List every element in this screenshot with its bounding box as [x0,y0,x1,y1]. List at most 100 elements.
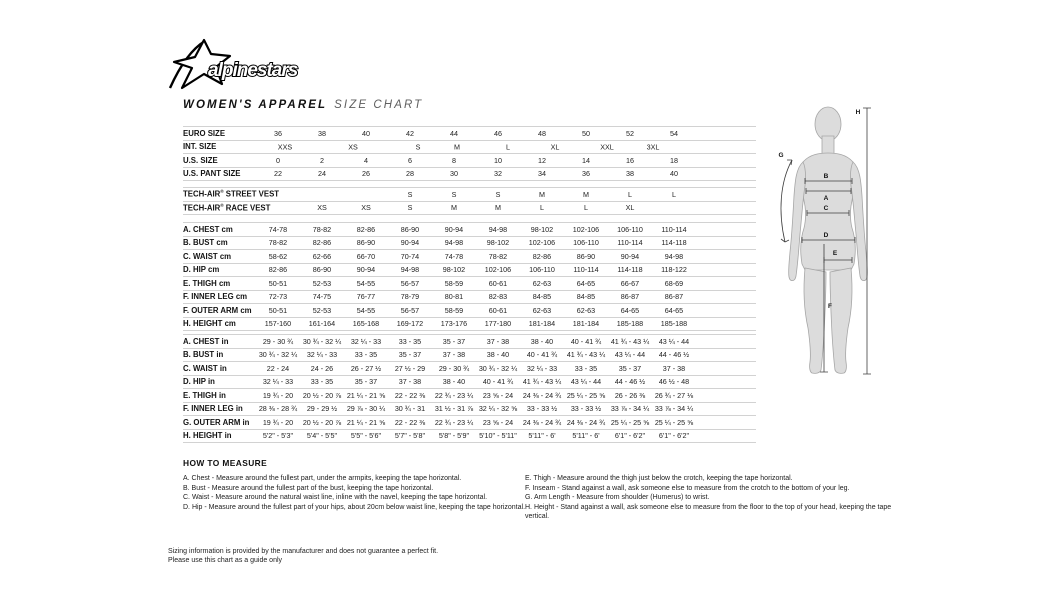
size-cell: M [495,203,501,213]
size-cell: 12 [538,155,546,165]
size-cell: 84-85 [576,292,596,302]
how-to-measure-left-column: A. Chest - Measure around the fullest pa… [183,474,543,512]
size-cell: 8 [452,155,456,165]
size-cell: 72-73 [268,292,288,302]
size-cell: M [454,142,460,152]
table-row: B. BUST in 30 ¾ - 32 ¼ 32 ¼ - 33 33 - 35 35 … [183,347,756,362]
size-cell: 161-164 [308,319,336,329]
size-cell: 26 - 26 ⅜ [614,390,646,400]
size-cell: 106-110 [529,265,555,275]
size-cell: 24 ⅜ - 24 ¾ [522,417,562,427]
size-cell: 4 [364,155,368,165]
measure-labels: B A C D E F G H [778,109,860,310]
table-row: F. INNER LEG cm 72-73 74-75 76-77 78-79 80-81… [183,289,756,304]
size-cell: 30 ¾ - 32 ¼ [478,363,518,373]
disclaimer-line: Sizing information is provided by the ma… [168,548,439,555]
size-cell: 46 ½ - 48 [658,377,690,387]
table-row: C. WAIST cm 58-62 62-66 66-70 70-74 74-78 78-8… [183,249,756,263]
table-row: TECH-AIR® STREET VEST S S S M M L L [183,187,756,201]
size-cell: 27 ½ - 29 [394,363,426,373]
size-cell: 74-75 [312,292,332,302]
size-cell: 78-82 [312,224,332,234]
size-cell: 181-184 [572,319,600,329]
size-cell: 29 - 30 ¾ [438,363,470,373]
size-cell: 36 [274,128,282,138]
size-cell: L [628,189,632,199]
size-cell: XS [317,203,327,213]
size-cell: 114-118 [617,265,643,275]
size-cell: 32 [494,169,502,179]
size-cell: 38 - 40 [486,350,510,360]
row-label: F. INNER LEG cm [183,292,248,302]
size-cell: 84-85 [532,292,552,302]
measure-label-a: A [824,195,829,202]
size-cell: 56-57 [400,278,420,288]
size-cell: 30 ¾ - 32 ¼ [258,350,298,360]
row-label: B. BUST cm [183,238,228,248]
how-to-measure-heading: HOW TO MEASURE [183,458,268,468]
table-row: A. CHEST in 29 - 30 ¾ 30 ¾ - 32 ¼ 32 ¼ - 33… [183,334,756,348]
size-cell: 64-65 [664,305,684,315]
size-cell: 14 [582,155,590,165]
table-row: H. HEIGHT in 5'2" - 5'3" 5'4" - 5'5" 5'5" -… [183,428,756,443]
size-cell: 43 ¼ - 44 [658,336,690,346]
size-cell: 18 [670,155,678,165]
size-cell: 20 ½ - 20 ⅞ [302,390,342,400]
hip-measure-line [801,237,856,243]
table-row: TECH-AIR® RACE VEST XS XS S M M L L XL [183,200,756,215]
size-cell: 5'11" - 6' [572,431,600,441]
size-cell: 185-188 [660,319,688,329]
size-cell: 102-106 [572,224,600,234]
size-cell: 50-51 [268,278,288,288]
size-cell: 68-69 [664,278,684,288]
size-cell: 42 [406,128,414,138]
size-cell: 98-102 [486,238,510,248]
size-cell: 86-87 [664,292,684,302]
size-cell: 165-168 [352,319,380,329]
row-label: E. THIGH cm [183,278,231,288]
size-cell: 177-180 [484,319,512,329]
size-table-header-group: EURO SIZE 36 38 40 42 44 46 48 50 52 54 INT. SIZE XX… [183,126,756,181]
size-cell: 38 - 40 [530,336,554,346]
size-cell: 19 ¾ - 20 [262,417,294,427]
size-cell: 33 ⅞ - 34 ¼ [654,404,694,414]
measure-instruction: H. Height - Stand against a wall, ask so… [525,503,892,521]
size-cell: 3XL [646,142,660,152]
size-cell: 78-82 [268,238,288,248]
measure-instruction: F. Inseam - Stand against a wall, ask so… [525,484,850,492]
size-cell: 2 [320,155,324,165]
size-cell: 22 ¾ - 23 ¼ [434,390,474,400]
size-cell: 40 - 41 ¾ [526,350,558,360]
size-cell: 40 [362,128,370,138]
size-cell: 90-94 [444,224,464,234]
size-cell: 90-94 [356,265,376,275]
size-cell: XL [550,142,560,152]
table-row: U.S. SIZE 0 2 4 6 8 10 12 14 16 18 [183,153,756,167]
logo-wordmark: alpinestars [208,60,298,81]
page-title-sub: SIZE CHART [334,99,424,111]
size-cell: 94-98 [488,224,508,234]
size-cell: 78-82 [488,251,508,261]
size-cell: 19 ¾ - 20 [262,390,294,400]
size-cell: 86-90 [312,265,332,275]
size-cell: 33 - 33 ½ [526,404,558,414]
size-cell: L [506,142,510,152]
measure-label-b: B [824,173,829,180]
table-row: F. OUTER ARM cm 50-51 52-53 54-55 56-57 58-59… [183,303,756,317]
size-cell: 24 - 26 [310,363,334,373]
row-label: U.S. PANT SIZE [183,169,241,179]
row-label: F. INNER LEG in [183,404,243,414]
how-to-measure-right-column: E. Thigh - Measure around the thigh just… [525,474,909,522]
size-cell: 30 ¾ - 32 ¼ [302,336,342,346]
arm-length-measure-line [780,159,793,243]
bust-measure-line [804,178,853,184]
size-cell: 32 ¼ - 32 ⅝ [478,404,518,414]
size-cell: 58-59 [444,305,464,315]
table-row: A. CHEST cm 74-78 78-82 82-86 86-90 90-94 94-9… [183,222,756,236]
size-table-cm-group: A. CHEST cm 74-78 78-82 82-86 86-90 90-94 94-9… [183,222,756,331]
size-cell: 5'2" - 5'3" [262,431,294,441]
size-cell: S [407,203,413,213]
size-cell: 102-106 [528,238,556,248]
size-cell: 60-61 [488,278,508,288]
size-cell: 86-90 [400,224,420,234]
